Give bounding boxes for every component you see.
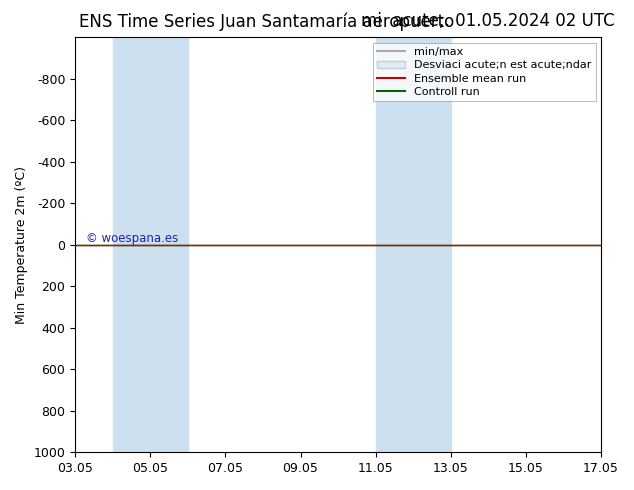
Text: ENS Time Series Juan Santamaría aeropuerto: ENS Time Series Juan Santamaría aeropuer… [79, 12, 454, 31]
Text: © woespana.es: © woespana.es [86, 232, 178, 245]
Text: mi  acute;. 01.05.2024 02 UTC: mi acute;. 01.05.2024 02 UTC [361, 12, 615, 30]
Legend: min/max, Desviaci acute;n est acute;ndar, Ensemble mean run, Controll run: min/max, Desviaci acute;n est acute;ndar… [373, 43, 595, 101]
Bar [113, 37, 188, 452]
Bar [376, 37, 451, 452]
Y-axis label: Min Temperature 2m (ºC): Min Temperature 2m (ºC) [15, 166, 28, 324]
